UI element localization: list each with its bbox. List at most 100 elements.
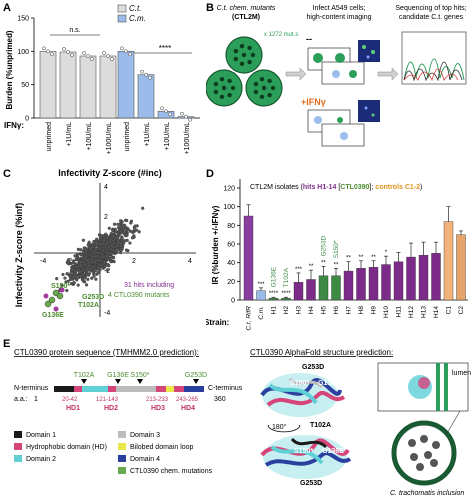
hit-other-1 bbox=[59, 287, 65, 293]
a-dot bbox=[106, 54, 110, 58]
d-bar bbox=[293, 282, 304, 301]
c-note1: 31 hits including bbox=[124, 282, 174, 289]
c-point bbox=[90, 276, 94, 280]
c-point bbox=[83, 255, 87, 260]
d-xlabel: H1 bbox=[271, 306, 278, 315]
b-body bbox=[233, 48, 239, 54]
d-star: ** bbox=[346, 256, 351, 262]
c-point bbox=[78, 274, 83, 279]
e-arrow-4 bbox=[193, 379, 199, 384]
d-bar bbox=[356, 268, 366, 301]
a-bar bbox=[99, 55, 117, 119]
a-bar bbox=[39, 51, 57, 119]
af-label-g136e-top: G136E bbox=[318, 380, 340, 387]
c-y-title: Infectivity Z-score (%inf) bbox=[14, 203, 24, 308]
c-point bbox=[71, 261, 75, 265]
nucleus-1 bbox=[332, 70, 340, 78]
inclusion-label: C. trachomatis inclusion bbox=[390, 490, 464, 497]
rotation-arrow bbox=[267, 424, 301, 433]
d-star: *** bbox=[295, 267, 303, 273]
a-dot bbox=[46, 49, 50, 54]
c-point bbox=[109, 231, 113, 236]
e-n-term: N-terminus bbox=[14, 385, 49, 392]
legend-swatch-domain1 bbox=[14, 431, 22, 438]
panel-letter-e: E bbox=[3, 338, 11, 350]
b-body bbox=[241, 52, 247, 58]
a-dot bbox=[188, 117, 192, 122]
af-label-g136e-bottom: G136E bbox=[322, 448, 344, 455]
c-point bbox=[132, 228, 137, 232]
legend-swatch-domain2 bbox=[14, 455, 22, 462]
b-col1-sub: (CTL2M) bbox=[232, 14, 260, 21]
d-bar bbox=[418, 254, 429, 301]
b-body bbox=[239, 61, 245, 66]
c-point bbox=[64, 280, 68, 284]
d-star: **** bbox=[269, 291, 279, 297]
e-aa-start: 1 bbox=[34, 396, 38, 403]
c-point bbox=[110, 228, 115, 232]
b-body bbox=[230, 85, 236, 91]
seg-hd2 bbox=[108, 386, 116, 392]
alphafold-structure-top bbox=[260, 373, 346, 417]
c-point bbox=[60, 283, 64, 288]
b-plus: +IFNγ bbox=[301, 97, 326, 107]
e-hd3: HD3 bbox=[151, 405, 165, 412]
c-label-t102a: T102A bbox=[78, 302, 99, 309]
a-dot bbox=[90, 57, 94, 61]
a-xlabel: unprimed bbox=[124, 122, 131, 151]
a-dot bbox=[144, 72, 148, 77]
c-point bbox=[72, 275, 76, 279]
d-title-e: ]; bbox=[369, 184, 375, 191]
c-point bbox=[87, 240, 91, 244]
e-mut-g136e: G136E bbox=[107, 372, 129, 379]
b-body bbox=[213, 81, 219, 87]
c-point bbox=[89, 260, 93, 264]
d-mut-label: G136E bbox=[271, 266, 278, 287]
y-label-a: Burden (%unprimed) bbox=[5, 30, 14, 109]
c-point bbox=[103, 245, 108, 250]
a-ytick-label: 150 bbox=[17, 16, 29, 23]
d-bar bbox=[331, 275, 341, 301]
d-title-g: ) bbox=[420, 184, 422, 191]
b-count: x 1272 mut.s bbox=[264, 32, 298, 38]
d-xlabel: C1 bbox=[446, 306, 453, 315]
a-xlabel: +100U/mL bbox=[106, 122, 113, 155]
seg-domain3 bbox=[116, 386, 156, 392]
c-point bbox=[102, 238, 106, 243]
af-label-g253d-top: G253D bbox=[302, 364, 324, 371]
c-point bbox=[94, 277, 98, 281]
c-point bbox=[86, 258, 90, 263]
chlamydia-body bbox=[410, 453, 418, 461]
c-point bbox=[91, 271, 96, 276]
seg-loop bbox=[166, 386, 174, 392]
legend-domain1: Domain 1 bbox=[26, 432, 56, 439]
legend-loop: Bilobed domain loop bbox=[130, 444, 194, 451]
d-xlabel: H5 bbox=[321, 306, 328, 315]
c-point bbox=[85, 266, 90, 271]
nucleus-3 bbox=[340, 132, 348, 140]
c-point bbox=[92, 274, 96, 278]
d-bar bbox=[343, 270, 354, 301]
c-point bbox=[70, 265, 74, 269]
c-point bbox=[131, 230, 135, 235]
c-point bbox=[101, 248, 105, 253]
c-point bbox=[81, 250, 86, 255]
legend-swatch-mut bbox=[118, 467, 126, 474]
panel-letter-d: D bbox=[206, 168, 214, 180]
a-dot bbox=[86, 54, 90, 58]
legend-swatch-cm bbox=[117, 14, 127, 23]
e-arrow-3 bbox=[137, 379, 143, 384]
panel-b-schematic: C.t. chem. mutants (CTL2M) Infect A549 c… bbox=[206, 5, 467, 147]
d-bar bbox=[281, 297, 291, 301]
legend-hd: Hydrophobic domain (HD) bbox=[26, 444, 107, 451]
panel-letter-a: A bbox=[3, 2, 11, 14]
e-mut-t102a: T102A bbox=[74, 372, 95, 379]
c-point bbox=[116, 236, 120, 240]
a-ytick-label: 100 bbox=[17, 49, 29, 56]
a-dot bbox=[120, 46, 124, 51]
d-bar bbox=[306, 279, 316, 301]
a-bar bbox=[117, 51, 135, 119]
c-point bbox=[76, 267, 80, 272]
a-bar bbox=[59, 51, 77, 119]
rotation-label: 180° bbox=[272, 423, 287, 431]
